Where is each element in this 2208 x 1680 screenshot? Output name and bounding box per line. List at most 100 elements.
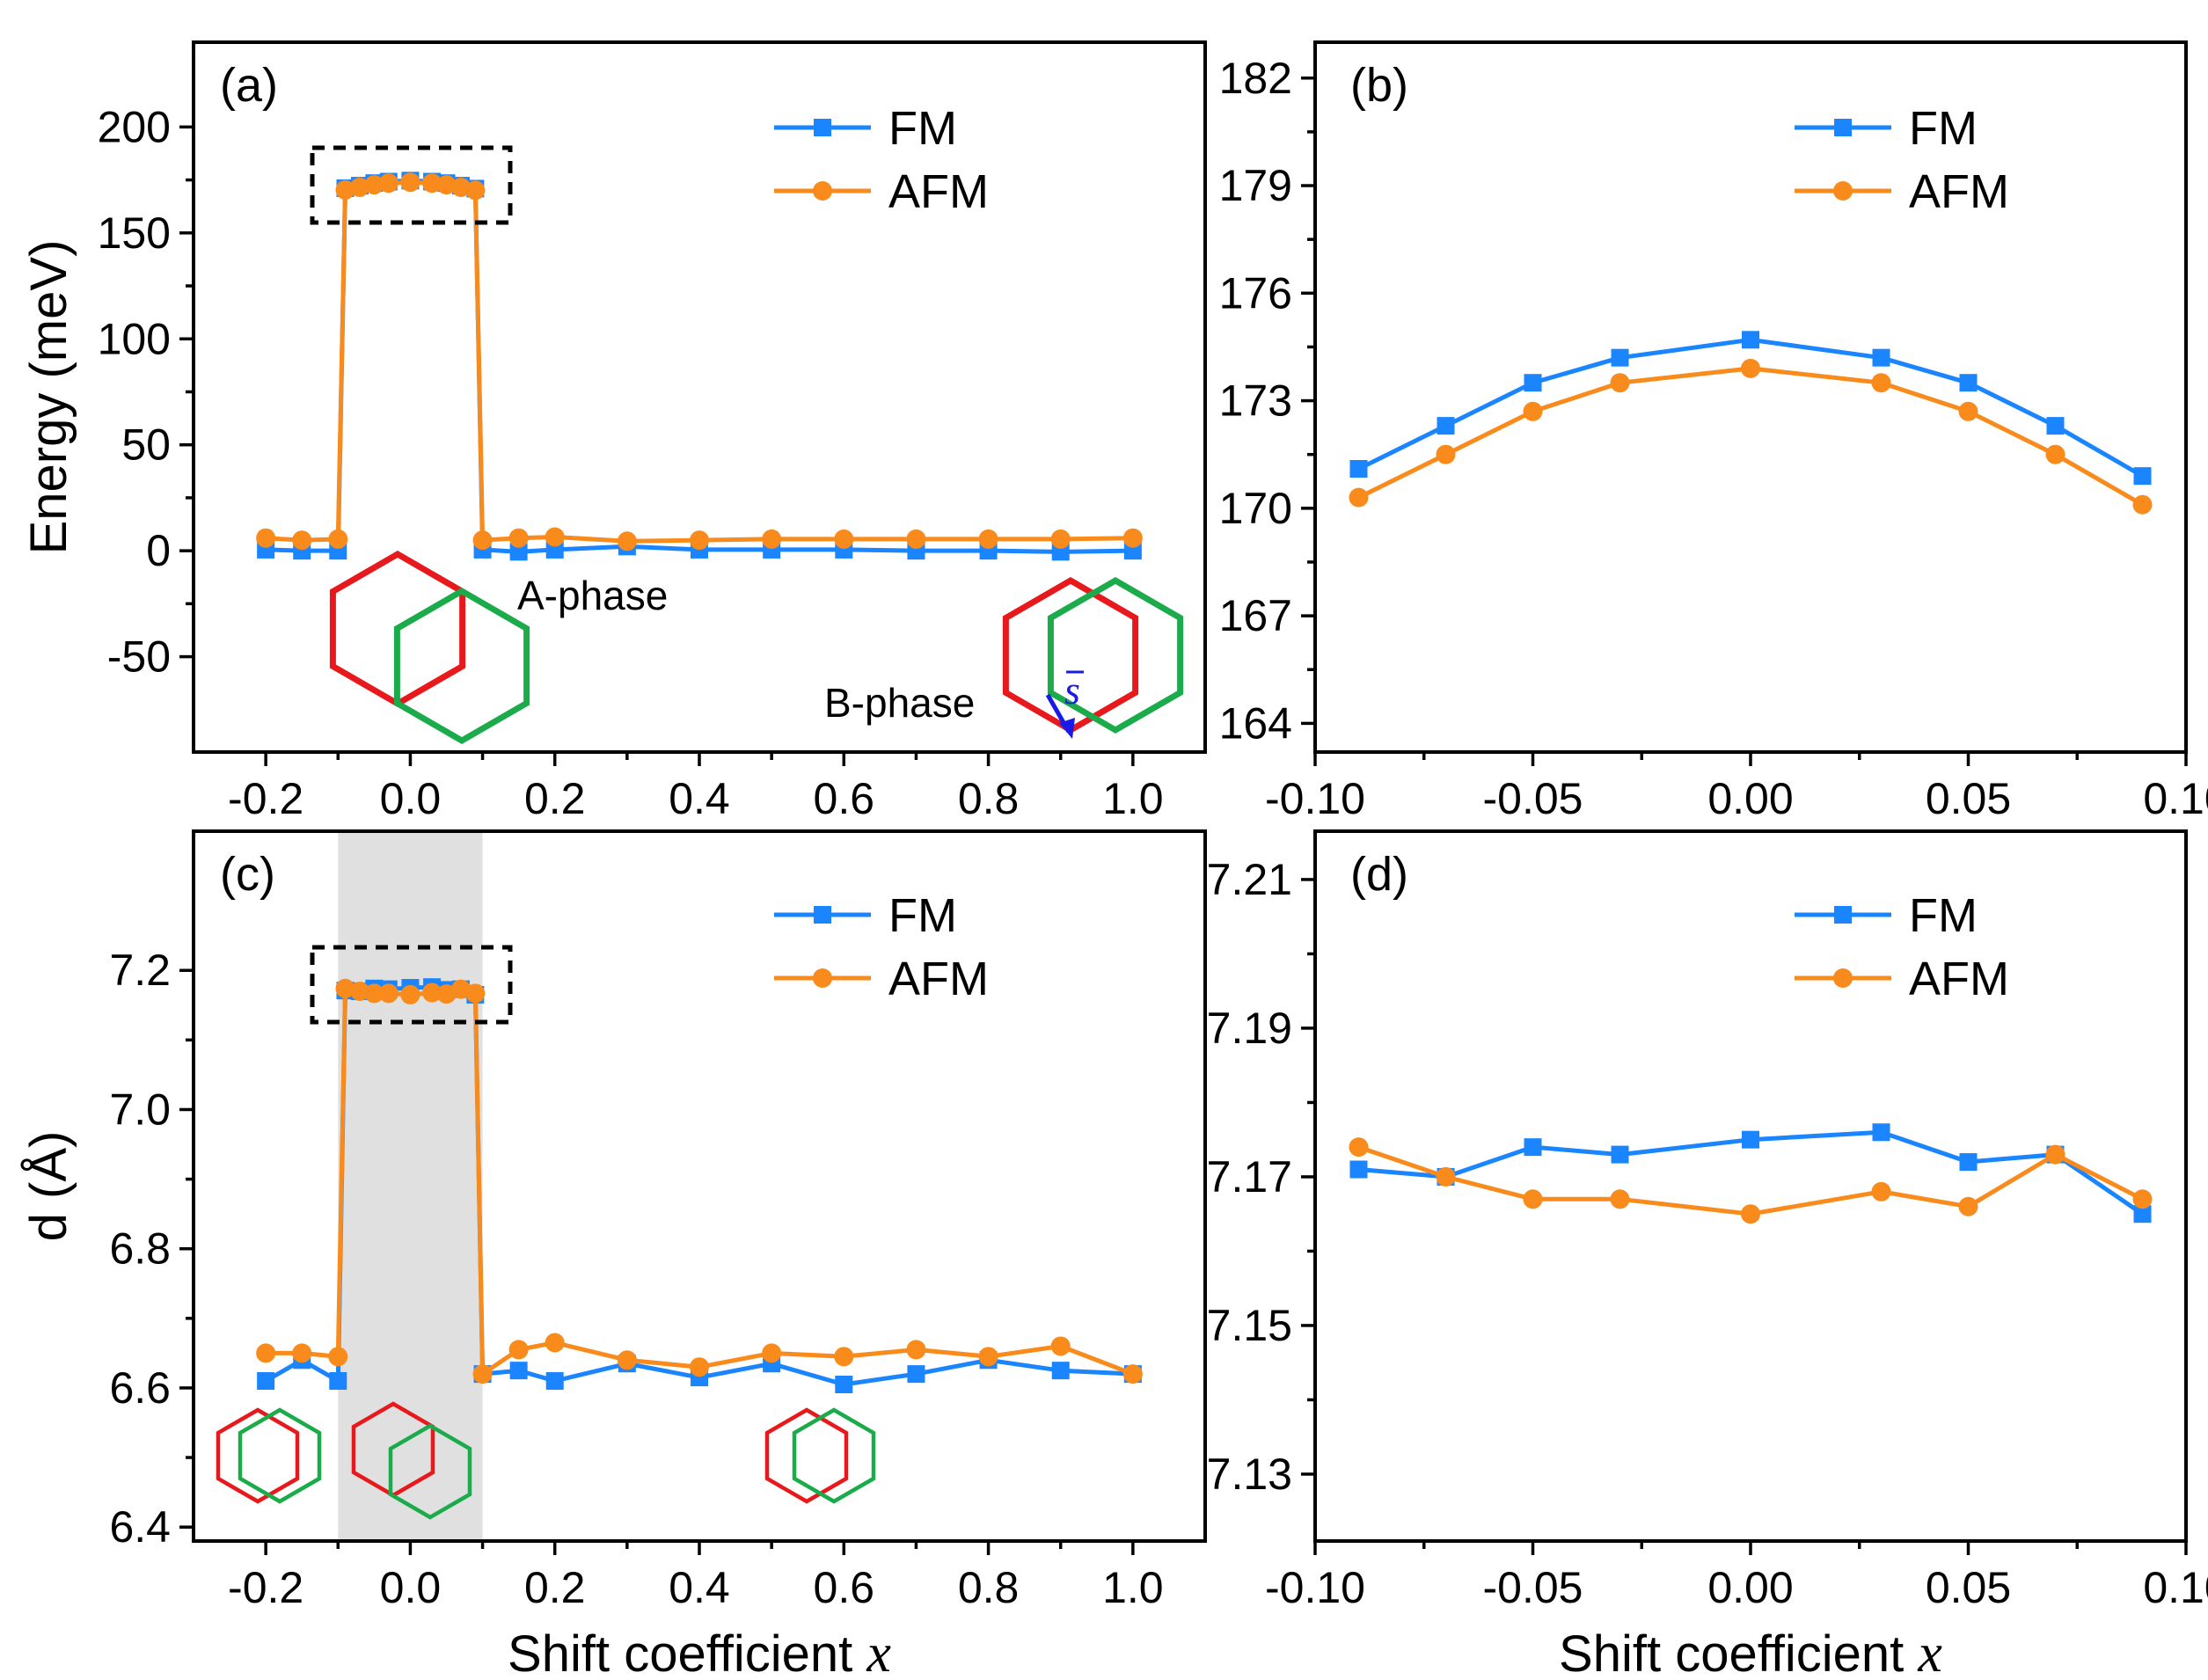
legend-label-fm: FM	[888, 102, 957, 155]
y-tick-label: 6.4	[109, 1502, 171, 1552]
point-afm	[472, 1364, 493, 1384]
x-tick-label: -0.10	[1265, 774, 1365, 823]
point-afm	[400, 984, 420, 1004]
arrow-head	[1059, 718, 1075, 739]
x-tick-label: 0.0	[380, 774, 442, 823]
y-tick-label: 176	[1219, 268, 1292, 318]
point-afm	[349, 178, 369, 198]
legend-label-fm: FM	[888, 889, 957, 942]
point-afm	[1122, 528, 1143, 548]
legend-marker-fm	[814, 906, 831, 924]
point-afm	[906, 529, 926, 549]
hexagon-red	[764, 1407, 849, 1504]
y-tick-label: 173	[1219, 376, 1292, 426]
point-afm	[328, 1347, 348, 1367]
y-tick-label: 7.19	[1207, 1004, 1292, 1053]
point-afm	[472, 530, 493, 551]
y-tick-label: 6.6	[109, 1363, 171, 1413]
legend: FM AFM	[1795, 889, 2009, 1005]
shift-vector-label: s	[1064, 668, 1080, 712]
x-tick-label: 0.8	[958, 1563, 1020, 1612]
point-afm	[906, 1340, 926, 1360]
point-afm	[1958, 401, 1978, 421]
point-afm	[422, 982, 442, 1003]
point-afm	[292, 1343, 312, 1363]
point-afm	[1958, 1196, 1978, 1216]
point-afm	[545, 527, 565, 547]
point-fm	[1611, 348, 1629, 367]
point-fm	[2133, 1205, 2152, 1223]
point-afm	[450, 178, 471, 198]
point-afm	[436, 175, 457, 195]
point-afm	[1050, 529, 1071, 549]
point-afm	[378, 173, 398, 194]
point-afm	[508, 1340, 529, 1360]
point-afm	[1122, 1364, 1143, 1384]
x-tick-label: 1.0	[1102, 1563, 1164, 1612]
point-fm	[1349, 460, 1368, 478]
legend-label-fm: FM	[1909, 889, 1978, 942]
point-afm	[2132, 1189, 2153, 1209]
point-fm	[1742, 1130, 1759, 1149]
point-afm	[335, 978, 355, 998]
series-line-afm	[265, 179, 1133, 544]
legend-label-afm: AFM	[888, 165, 989, 218]
zoom-box	[310, 145, 513, 225]
y-tick-label: 200	[98, 102, 171, 151]
y-tick-label: 50	[121, 420, 171, 470]
point-fm	[1437, 417, 1455, 435]
x-tick-label: 0.0	[380, 1563, 442, 1612]
point-afm	[1436, 1166, 1456, 1187]
x-axis-title: Shift coefficient x	[508, 1624, 891, 1680]
y-tick-label: 7.17	[1207, 1152, 1292, 1202]
panel-d: -0.10 -0.05 0.00 0.05 0.10 7.13 7.15 7.17 7.19 7.…	[1207, 829, 2208, 1680]
y-tick-label: 100	[98, 314, 171, 363]
point-afm	[292, 530, 312, 551]
point-afm	[256, 528, 276, 548]
plot-area	[1349, 1123, 2153, 1224]
point-afm	[400, 172, 420, 193]
point-afm	[256, 1343, 276, 1363]
point-fm	[329, 1372, 347, 1391]
y-tick-label: 164	[1219, 698, 1292, 748]
y-axis-title: Energy (meV)	[20, 240, 77, 555]
point-afm	[1741, 1204, 1760, 1224]
series-line-fm	[266, 178, 1133, 554]
x-axis-title: Shift coefficient x	[1559, 1624, 1942, 1680]
legend-marker-afm	[813, 181, 832, 201]
point-afm	[2132, 494, 2153, 515]
x-tick-label: 0.6	[814, 774, 875, 823]
point-afm	[762, 529, 782, 549]
point-fm	[2046, 417, 2065, 435]
point-afm	[1523, 401, 1543, 421]
legend-marker-afm	[1833, 968, 1853, 988]
legend-marker-fm	[814, 119, 831, 136]
b-phase-label: B-phase	[824, 680, 975, 726]
plot-frame	[1313, 40, 2188, 754]
x-tick-label: 0.2	[524, 774, 586, 823]
x-tick-label: 0.10	[2143, 774, 2208, 823]
point-fm	[1872, 348, 1890, 367]
point-fm	[1051, 1362, 1070, 1380]
point-afm	[465, 180, 486, 201]
b-phase-diagram	[1002, 576, 1184, 734]
plot-area	[256, 978, 1143, 1393]
hexagon-green	[388, 1423, 472, 1520]
legend: FM AFM	[774, 102, 989, 218]
y-tick-label: 167	[1219, 591, 1292, 640]
y-tick-label: 6.8	[109, 1224, 171, 1274]
hexagon-green	[1047, 576, 1184, 734]
point-afm	[617, 1350, 637, 1370]
point-afm	[328, 529, 348, 549]
panel-a: -0.2 0.0 0.2 0.4 0.6 0.8 1.0 -50 0 50 100 150 200 Ene…	[20, 40, 1207, 823]
point-afm	[1741, 358, 1760, 378]
point-fm	[1349, 1160, 1368, 1179]
point-afm	[364, 983, 384, 1004]
point-afm	[978, 1347, 998, 1367]
legend-label-afm: AFM	[1909, 165, 2009, 218]
panel-label: (d)	[1350, 848, 1408, 901]
y-tick-label: 7.13	[1207, 1450, 1292, 1499]
x-tick-label: -0.05	[1483, 1563, 1583, 1612]
legend: FM AFM	[774, 889, 989, 1005]
legend: FM AFM	[1795, 102, 2009, 218]
